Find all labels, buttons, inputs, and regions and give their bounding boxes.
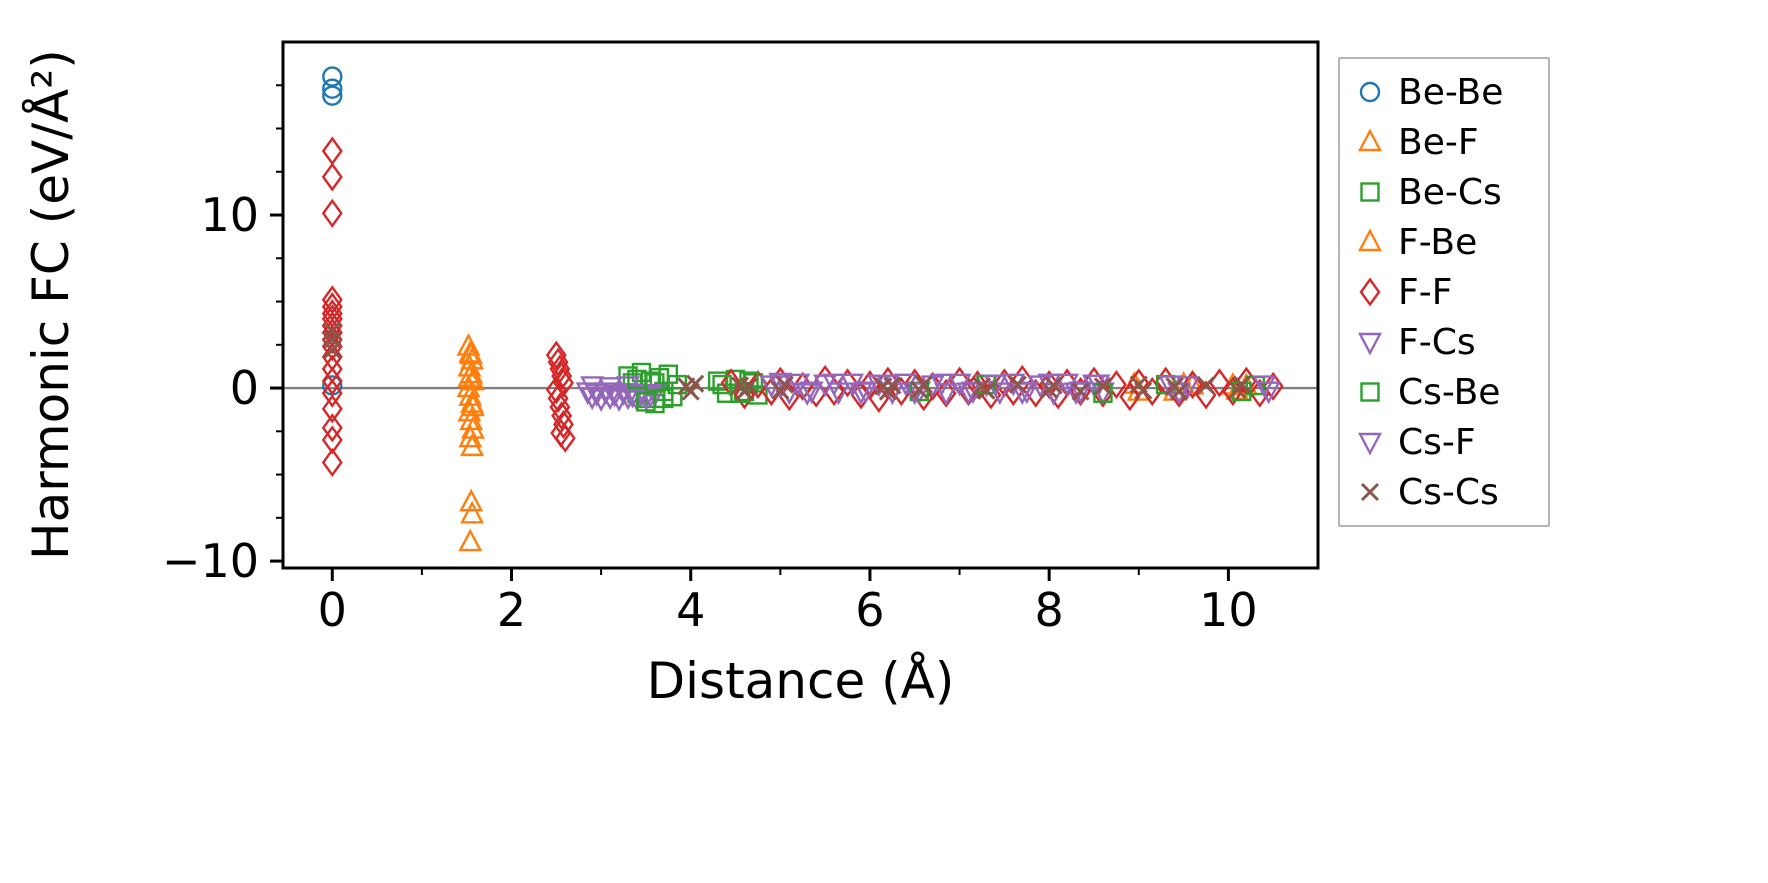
legend-label: F-Be <box>1398 221 1478 263</box>
legend-label: F-Cs <box>1398 321 1476 363</box>
series-f-f <box>321 136 1284 478</box>
series-cs-cs <box>323 321 1251 401</box>
legend-item-f-be: F-Be <box>1340 217 1548 267</box>
legend-item-f-cs: F-Cs <box>1340 317 1548 367</box>
legend-label: Cs-F <box>1398 421 1476 463</box>
svg-text:10: 10 <box>1199 583 1258 637</box>
legend-label: F-F <box>1398 271 1453 313</box>
svg-text:0: 0 <box>230 361 259 415</box>
diamond-marker-icon <box>1359 277 1381 307</box>
legend-label: Be-Be <box>1398 71 1504 113</box>
legend-item-be-f: Be-F <box>1340 117 1548 167</box>
svg-text:−10: −10 <box>162 534 259 588</box>
x-marker-icon <box>1360 482 1380 502</box>
square-marker-icon <box>1360 182 1380 202</box>
legend-item-be-cs: Be-Cs <box>1340 167 1548 217</box>
legend-item-cs-be: Cs-Be <box>1340 367 1548 417</box>
svg-text:6: 6 <box>855 583 884 637</box>
legend-item-be-be: Be-Be <box>1340 67 1548 117</box>
svg-text:0: 0 <box>318 583 347 637</box>
square-marker-icon <box>1360 382 1380 402</box>
svg-text:4: 4 <box>676 583 705 637</box>
axis-ticks: 0 2 4 6 8 10 −10 0 10 <box>162 84 1258 637</box>
y-axis-label: Harmonic FC (eV/Å²) <box>22 49 80 561</box>
legend: Be-Be Be-F Be-Cs F-Be F-F F-Cs Cs-Be Cs-F Cs-Cs <box>1338 57 1550 527</box>
triangle-down-marker-icon <box>1358 332 1382 356</box>
x-axis-label: Distance (Å) <box>646 652 955 710</box>
triangle-down-marker-icon <box>1358 432 1382 456</box>
legend-item-cs-f: Cs-F <box>1340 417 1548 467</box>
legend-label: Cs-Cs <box>1398 471 1499 513</box>
axes-frame <box>281 40 1320 570</box>
legend-label: Be-Cs <box>1398 171 1502 213</box>
circle-marker-icon <box>1359 81 1381 103</box>
svg-text:2: 2 <box>497 583 526 637</box>
triangle-up-marker-icon <box>1358 228 1382 252</box>
svg-text:10: 10 <box>200 188 259 242</box>
triangle-up-marker-icon <box>1358 128 1382 152</box>
svg-text:8: 8 <box>1035 583 1064 637</box>
legend-label: Be-F <box>1398 121 1479 163</box>
legend-item-cs-cs: Cs-Cs <box>1340 467 1548 517</box>
legend-item-f-f: F-F <box>1340 267 1548 317</box>
legend-label: Cs-Be <box>1398 371 1501 413</box>
